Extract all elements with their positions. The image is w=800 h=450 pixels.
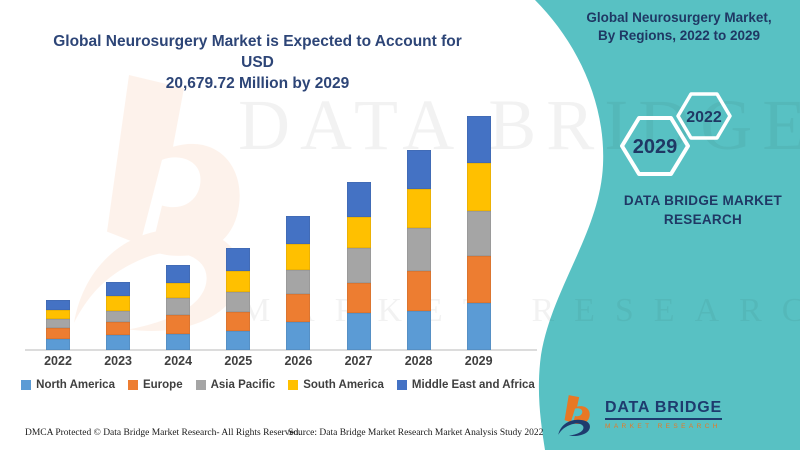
bar-segment-2022-europe [46,328,70,340]
bar-segment-2028-europe [406,270,431,311]
bar-segment-2028-asia-pacific [406,227,431,271]
bar-segment-2024-asia-pacific [166,298,191,316]
legend: North America Europe Asia Pacific South Ame… [18,379,538,391]
x-axis-label-2025: 2025 [224,354,253,368]
legend-item-south-america: South America [288,379,384,391]
legend-swatch-europe [127,380,138,390]
bar-segment-2025-middle-east-and-africa [226,247,251,271]
bar-segment-2028-north-america [406,310,431,350]
bar-segment-2029-south-america [466,162,491,211]
bar-segment-2027-asia-pacific [346,248,371,284]
footer-dmca-text: DMCA Protected © Data Bridge Market Rese… [25,428,301,438]
bar-segment-2029-europe [466,255,491,303]
data-bridge-logo: DATA BRIDGE MARKET RESEARCH [553,393,722,441]
bar-segment-2022-north-america [46,339,70,350]
footer-source-text: Source: Data Bridge Market Research Mark… [288,428,544,438]
legend-item-europe: Europe [127,379,183,391]
bar-segment-2022-middle-east-and-africa [46,300,70,310]
bar-segment-2025-north-america [226,331,251,350]
bar-2024 [166,265,191,350]
panel-title-line1: Global Neurosurgery Market, [586,10,772,25]
legend-item-middle-east-and-africa: Middle East and Africa [396,379,535,391]
bar-segment-2022-asia-pacific [46,319,70,329]
bar-2025 [226,247,251,350]
logo-text-block: DATA BRIDGE MARKET RESEARCH [605,399,722,430]
logo-name-text: DATA BRIDGE [605,399,722,420]
panel-title-line2: By Regions, 2022 to 2029 [597,28,761,43]
x-axis-label-2022: 2022 [44,354,72,368]
bar-segment-2025-asia-pacific [226,291,251,312]
bar-segment-2023-asia-pacific [106,310,131,322]
bar-2026 [286,216,311,350]
legend-swatch-asia-pacific [195,380,206,390]
legend-label-middle-east-and-africa: Middle East and Africa [411,379,535,391]
bar-segment-2022-south-america [46,309,70,320]
bar-2022 [46,300,70,350]
bar-segment-2023-europe [106,321,131,335]
bar-segment-2024-south-america [166,283,191,299]
bar-segment-2026-asia-pacific [286,270,311,295]
x-axis-label-2028: 2028 [404,354,433,368]
legend-label-south-america: South America [303,379,384,391]
bar-segment-2029-north-america [466,302,491,350]
bar-segment-2027-north-america [346,313,371,350]
x-axis-line [25,349,537,351]
bar-segment-2027-middle-east-and-africa [346,182,371,218]
x-axis-label-2029: 2029 [464,354,493,368]
bar-segment-2028-middle-east-and-africa [406,149,431,189]
bar-2023 [106,281,131,350]
legend-label-europe: Europe [142,379,183,391]
chart-title-line1: Global Neurosurgery Market is Expected t… [53,33,462,71]
legend-swatch-south-america [288,380,299,390]
chart-title-line2: 20,679.72 Million by 2029 [165,75,350,92]
bar-segment-2026-north-america [286,322,311,350]
x-axis-label-2024: 2024 [164,354,193,368]
bar-2028 [406,149,431,350]
bar-segment-2023-south-america [106,295,131,311]
panel-brand-text: DATA BRIDGE MARKET RESEARCH [623,193,783,227]
bar-segment-2028-south-america [406,188,431,228]
bar-segment-2024-middle-east-and-africa [166,265,191,284]
legend-item-north-america: North America [21,379,115,391]
bar-2029 [466,116,491,350]
chart-title: Global Neurosurgery Market is Expected t… [40,31,475,94]
bar-segment-2026-europe [286,294,311,323]
bar-segment-2025-south-america [226,270,251,292]
bar-segment-2024-north-america [166,334,191,350]
x-axis-label-2023: 2023 [104,354,132,368]
legend-swatch-middle-east-and-africa [396,380,407,390]
bar-2027 [346,182,371,350]
plot-area [25,110,537,351]
panel-title: Global Neurosurgery Market, By Regions, … [565,9,793,45]
data-bridge-logo-icon [558,395,590,437]
legend-swatch-north-america [21,380,32,390]
bar-segment-2023-middle-east-and-africa [106,281,131,296]
bar-segment-2026-middle-east-and-africa [286,216,311,245]
bar-segment-2025-europe [226,312,251,331]
x-axis-label-2027: 2027 [344,354,373,368]
bar-segment-2026-south-america [286,244,311,271]
logo-subtitle-text: MARKET RESEARCH [605,423,721,430]
legend-item-asia-pacific: Asia Pacific [195,379,276,391]
legend-label-north-america: North America [36,379,115,391]
bar-segment-2029-asia-pacific [466,210,491,256]
bar-segment-2023-north-america [106,334,131,350]
bar-segment-2029-middle-east-and-africa [466,116,491,163]
x-axis-labels: 2022 2023 2024 2025 2026 2027 2028 2029 [25,354,537,370]
bar-segment-2027-europe [346,283,371,313]
legend-label-asia-pacific: Asia Pacific [210,379,276,391]
x-axis-label-2026: 2026 [284,354,313,368]
bar-segment-2024-europe [166,315,191,335]
bar-segment-2027-south-america [346,217,371,249]
